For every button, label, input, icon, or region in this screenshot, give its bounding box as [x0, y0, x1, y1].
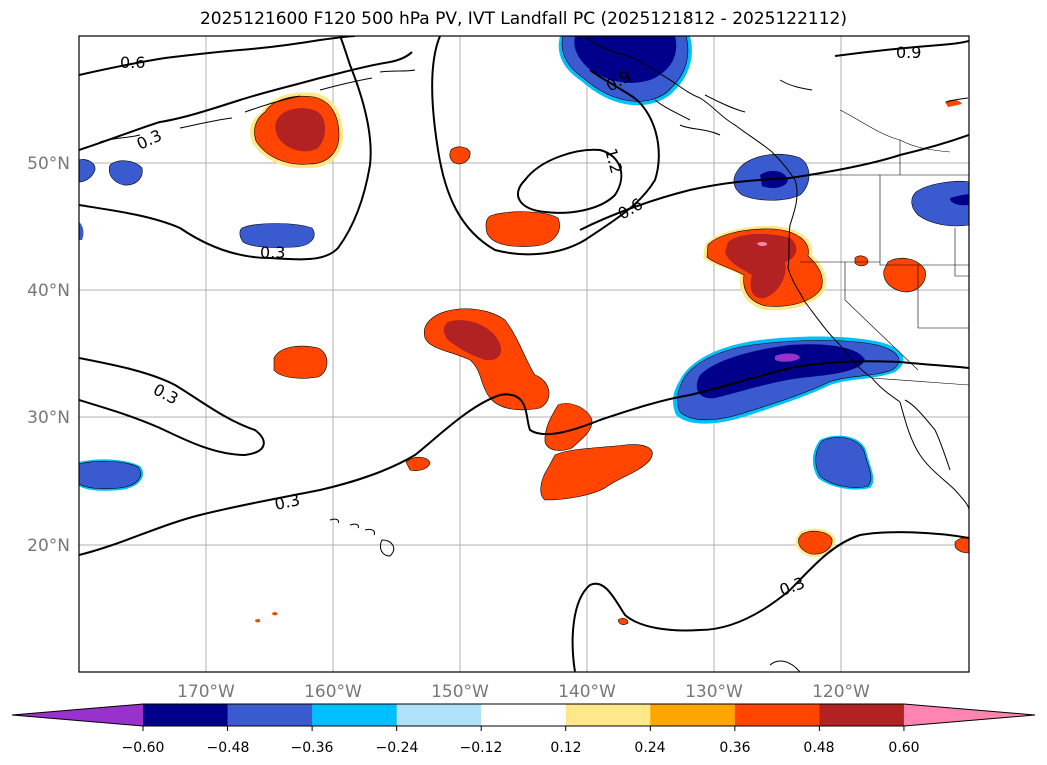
chart-title: 2025121600 F120 500 hPa PV, IVT Landfall… — [199, 9, 847, 29]
lon-tick-label: 130°W — [685, 682, 743, 702]
colorbar-tick-label: −0.24 — [376, 740, 419, 756]
colorbar-segment — [227, 704, 313, 726]
colorbar-tick-label: −0.48 — [207, 740, 250, 756]
contour-label: 0.3 — [260, 243, 285, 262]
lat-tick-label: 20°N — [27, 536, 70, 556]
plot-frame — [78, 35, 970, 673]
colorbar-segment — [565, 704, 651, 726]
colorbar-segment — [396, 704, 482, 726]
colorbar-segment — [143, 704, 229, 726]
contour-label: 0.6 — [120, 53, 145, 72]
lon-tick-label: 160°W — [304, 682, 362, 702]
colorbar-segment — [12, 704, 143, 726]
lat-tick-label: 40°N — [27, 281, 70, 301]
colorbar-tick-label: −0.36 — [291, 740, 334, 756]
coastlines — [99, 36, 969, 672]
lat-tick-label: 30°N — [27, 408, 70, 428]
latitude-ticks: 50°N 40°N 30°N 20°N — [27, 154, 70, 556]
colorbar-segment — [481, 704, 567, 726]
colorbar-segment — [819, 704, 905, 726]
lat-tick-label: 50°N — [27, 154, 70, 174]
colorbar-tick-label: 0.36 — [719, 740, 750, 756]
colorbar-segment — [312, 704, 398, 726]
lon-tick-label: 170°W — [177, 682, 235, 702]
colorbar-ticks: −0.60 −0.48 −0.36 −0.24 −0.12 0.12 0.24 … — [122, 740, 920, 756]
positive-anomaly-regions — [250, 92, 969, 625]
pv-contours — [79, 36, 969, 672]
contour-label: 0.3 — [273, 490, 302, 514]
lon-tick-label: 140°W — [558, 682, 616, 702]
colorbar-tick-label: 0.12 — [550, 740, 581, 756]
lon-tick-label: 150°W — [431, 682, 489, 702]
colorbar-segment — [903, 704, 1035, 726]
lon-tick-label: 120°W — [812, 682, 870, 702]
colorbar-tick-label: −0.12 — [460, 740, 503, 756]
contour-label: 0.9 — [896, 43, 921, 62]
longitude-ticks: 170°W 160°W 150°W 140°W 130°W 120°W — [177, 682, 870, 702]
colorbar-segment — [734, 704, 820, 726]
colorbar-tick-label: 0.60 — [888, 740, 919, 756]
colorbar-tick-label: 0.48 — [803, 740, 834, 756]
colorbar — [11, 703, 1036, 731]
state-borders — [800, 109, 969, 386]
colorbar-segment — [650, 704, 736, 726]
colorbar-tick-label: −0.60 — [122, 740, 165, 756]
colorbar-tick-label: 0.24 — [634, 740, 665, 756]
